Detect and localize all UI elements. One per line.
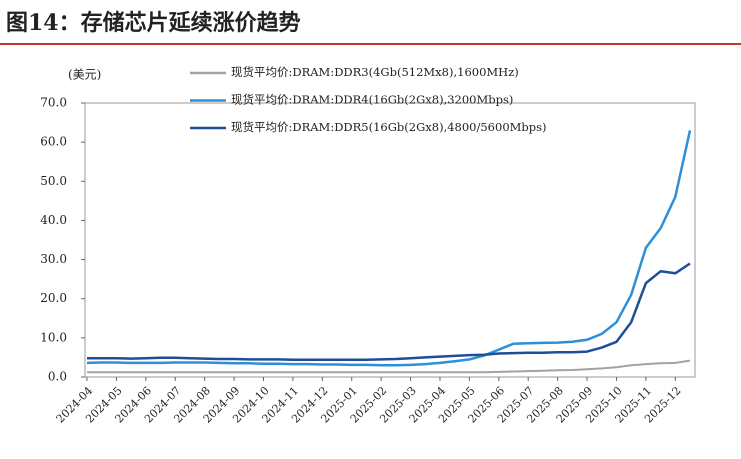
legend-label: 现货平均价:DRAM:DDR4(16Gb(2Gx8),3200Mbps) (231, 93, 513, 107)
y-tick-label: 60.0 (40, 135, 67, 149)
y-tick-label: 10.0 (40, 330, 67, 344)
chart-title: 图14：存储芯片延续涨价趋势 (6, 10, 301, 36)
series-line (86, 130, 692, 367)
y-axis-label: (美元) (68, 68, 101, 82)
legend-label: 现货平均价:DRAM:DDR5(16Gb(2Gx8),4800/5600Mbps… (231, 120, 547, 134)
series-line (87, 262, 691, 362)
y-tick-label: 50.0 (40, 174, 67, 188)
series-line (87, 359, 691, 374)
y-tick-label: 70.0 (40, 96, 67, 110)
plot-frame (84, 102, 696, 378)
y-tick-label: 40.0 (40, 213, 67, 227)
y-tick-label: 20.0 (40, 291, 67, 305)
y-tick-label: 30.0 (40, 252, 67, 266)
legend-label: 现货平均价:DRAM:DDR3(4Gb(512Mx8),1600MHz) (231, 65, 519, 79)
y-tick-label: 0.0 (48, 370, 67, 384)
